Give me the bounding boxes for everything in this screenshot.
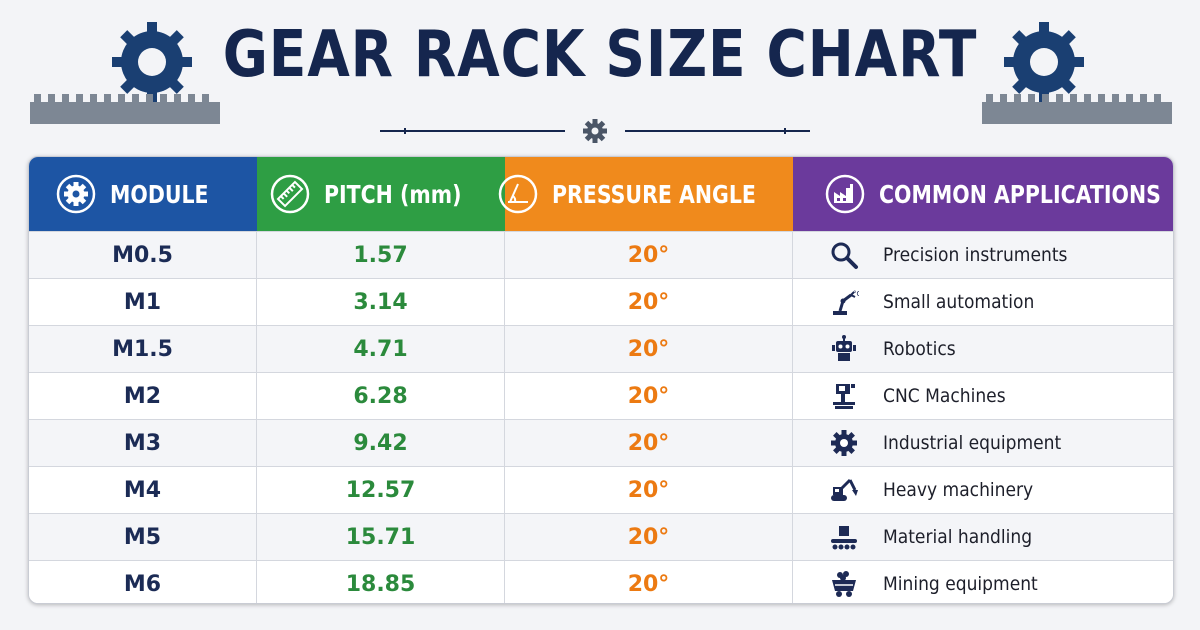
header-pitch-label: PITCH (mm) bbox=[324, 179, 462, 209]
table-row: M0.5 1.57 20° Precision instruments bbox=[29, 231, 1173, 278]
angle-cell: 20° bbox=[505, 420, 793, 466]
application-cell: Mining equipment bbox=[793, 561, 1173, 603]
module-cell: M0.5 bbox=[29, 232, 257, 278]
module-cell: M1 bbox=[29, 279, 257, 325]
application-cell: CNC Machines bbox=[793, 373, 1173, 419]
angle-cell: 20° bbox=[505, 561, 793, 603]
table-row: M4 12.57 20° Heavy machinery bbox=[29, 466, 1173, 513]
svg-text:°C: °C bbox=[853, 290, 859, 298]
application-label: Robotics bbox=[883, 338, 956, 360]
magnifier-icon bbox=[831, 242, 858, 269]
pitch-cell: 3.14 bbox=[257, 279, 505, 325]
application-label: Precision instruments bbox=[883, 244, 1068, 266]
angle-cell: 20° bbox=[505, 326, 793, 372]
module-cell: M4 bbox=[29, 467, 257, 513]
table-row: M6 18.85 20° Mining equipment bbox=[29, 560, 1173, 603]
application-cell: °C Small automation bbox=[793, 279, 1173, 325]
gear-rack-left-icon bbox=[30, 22, 220, 124]
table-row: M2 6.28 20° CNC Machines bbox=[29, 372, 1173, 419]
mine-cart-icon bbox=[832, 571, 856, 597]
pitch-cell: 1.57 bbox=[257, 232, 505, 278]
pitch-cell: 12.57 bbox=[257, 467, 505, 513]
header-module: MODULE bbox=[29, 157, 257, 231]
header-applications-label: COMMON APPLICATIONS bbox=[879, 179, 1161, 209]
module-cell: M1.5 bbox=[29, 326, 257, 372]
application-cell: Heavy machinery bbox=[793, 467, 1173, 513]
cnc-machine-icon bbox=[833, 384, 855, 409]
application-cell: Precision instruments bbox=[793, 232, 1173, 278]
application-label: Industrial equipment bbox=[883, 432, 1062, 454]
table-row: M1 3.14 20° °C Small automation bbox=[29, 278, 1173, 325]
pitch-cell: 6.28 bbox=[257, 373, 505, 419]
ruler-circle-icon bbox=[270, 174, 310, 214]
application-cell: Robotics bbox=[793, 326, 1173, 372]
module-cell: M3 bbox=[29, 420, 257, 466]
gear-icon bbox=[831, 430, 857, 456]
application-cell: Material handling bbox=[793, 514, 1173, 560]
table-body: M0.5 1.57 20° Precision instruments M1 3… bbox=[29, 231, 1173, 603]
application-label: Small automation bbox=[883, 291, 1035, 313]
angle-circle-icon bbox=[498, 174, 537, 214]
gear-rack-table: MODULE PITCH (mm) bbox=[28, 156, 1174, 604]
pitch-cell: 9.42 bbox=[257, 420, 505, 466]
gear-rack-right-icon bbox=[982, 22, 1172, 124]
application-cell: Industrial equipment bbox=[793, 420, 1173, 466]
application-label: Material handling bbox=[883, 526, 1033, 548]
application-label: CNC Machines bbox=[883, 385, 1006, 407]
module-cell: M6 bbox=[29, 561, 257, 603]
page-title: GEAR RACK SIZE CHART bbox=[222, 18, 978, 92]
table-row: M5 15.71 20° Material handling bbox=[29, 513, 1173, 560]
table-header: MODULE PITCH (mm) bbox=[29, 157, 1173, 231]
header-applications: COMMON APPLICATIONS bbox=[793, 157, 1173, 231]
gear-circle-icon bbox=[56, 174, 96, 214]
table-row: M3 9.42 20° Industrial equipment bbox=[29, 419, 1173, 466]
header-module-label: MODULE bbox=[109, 179, 209, 209]
excavator-icon bbox=[831, 478, 858, 501]
pitch-cell: 18.85 bbox=[257, 561, 505, 603]
angle-cell: 20° bbox=[505, 467, 793, 513]
module-cell: M2 bbox=[29, 373, 257, 419]
pitch-cell: 4.71 bbox=[257, 326, 505, 372]
angle-cell: 20° bbox=[505, 373, 793, 419]
application-label: Mining equipment bbox=[883, 573, 1038, 595]
factory-circle-icon bbox=[825, 174, 865, 214]
header-pressure-angle-label: PRESSURE ANGLE bbox=[551, 179, 756, 209]
header-pressure-angle: PRESSURE ANGLE bbox=[498, 157, 793, 231]
angle-cell: 20° bbox=[505, 232, 793, 278]
header-pitch: PITCH (mm) bbox=[257, 157, 505, 231]
robot-icon bbox=[832, 335, 856, 361]
application-label: Heavy machinery bbox=[883, 479, 1034, 501]
conveyor-icon bbox=[831, 526, 857, 550]
module-cell: M5 bbox=[29, 514, 257, 560]
angle-cell: 20° bbox=[505, 514, 793, 560]
table-row: M1.5 4.71 20° Robotics bbox=[29, 325, 1173, 372]
pitch-cell: 15.71 bbox=[257, 514, 505, 560]
divider-gear-icon bbox=[380, 119, 810, 143]
robot-arm-icon: °C bbox=[833, 290, 859, 315]
angle-cell: 20° bbox=[505, 279, 793, 325]
